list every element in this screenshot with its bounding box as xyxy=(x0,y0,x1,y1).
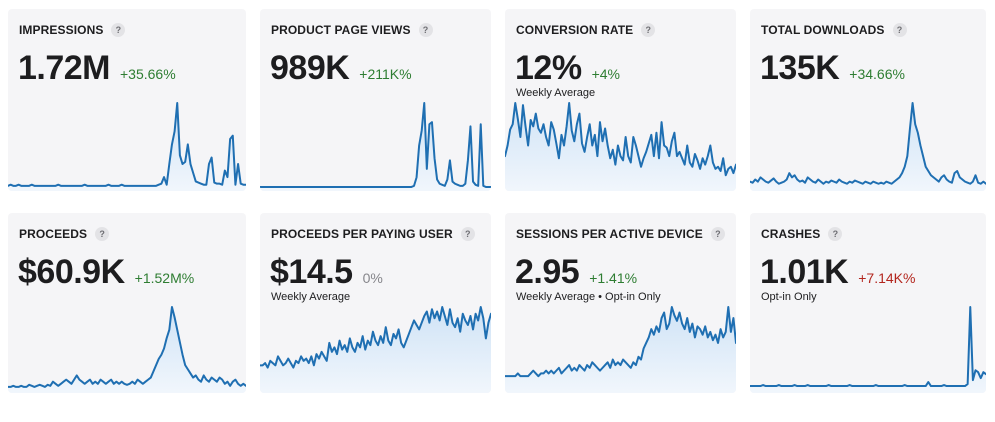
card-title: CRASHES ? xyxy=(761,227,843,241)
card-sessions-per-active-device[interactable]: SESSIONS PER ACTIVE DEVICE ? 2.95 +1.41%… xyxy=(505,213,736,393)
sparkline-area xyxy=(750,103,986,191)
sparkline-area xyxy=(750,307,986,393)
metric-subtitle: Opt-in Only xyxy=(761,291,817,303)
metric-delta: +35.66% xyxy=(120,66,176,82)
metric-value: $14.5 xyxy=(270,253,353,291)
card-crashes[interactable]: CRASHES ? 1.01K +7.14K% Opt-in Only xyxy=(750,213,986,393)
sparkline-line xyxy=(260,306,491,369)
metric-delta: +1.41% xyxy=(589,270,638,286)
card-title-text: CONVERSION RATE xyxy=(516,23,634,37)
metric-value: 989K xyxy=(270,49,350,87)
sparkline-line xyxy=(505,306,736,378)
card-title-text: SESSIONS PER ACTIVE DEVICE xyxy=(516,227,703,241)
card-title: TOTAL DOWNLOADS ? xyxy=(761,23,907,37)
metric-value: 135K xyxy=(760,49,840,87)
metric-row: 1.01K +7.14K% xyxy=(760,253,915,292)
card-proceeds-per-paying-user[interactable]: PROCEEDS PER PAYING USER ? $14.5 0% Week… xyxy=(260,213,491,393)
help-icon[interactable]: ? xyxy=(95,227,110,241)
metric-delta: 0% xyxy=(362,270,383,286)
metric-row: $14.5 0% xyxy=(270,253,383,292)
metric-value: $60.9K xyxy=(18,253,125,291)
card-total-downloads[interactable]: TOTAL DOWNLOADS ? 135K +34.66% xyxy=(750,9,986,191)
metric-row: 989K +211K% xyxy=(270,49,412,88)
card-title: SESSIONS PER ACTIVE DEVICE ? xyxy=(516,227,725,241)
sparkline-chart xyxy=(750,102,986,191)
sparkline-area xyxy=(8,103,246,191)
card-title-text: TOTAL DOWNLOADS xyxy=(761,23,885,37)
card-title: IMPRESSIONS ? xyxy=(19,23,126,37)
card-product-page-views[interactable]: PRODUCT PAGE VIEWS ? 989K +211K% xyxy=(260,9,491,191)
metric-subtitle: Weekly Average xyxy=(271,291,351,303)
metric-row: $60.9K +1.52M% xyxy=(18,253,194,292)
help-icon[interactable]: ? xyxy=(641,23,656,37)
metric-delta: +211K% xyxy=(359,66,412,82)
help-icon[interactable]: ? xyxy=(828,227,843,241)
help-icon[interactable]: ? xyxy=(418,23,433,37)
metric-value: 1.72M xyxy=(18,49,111,87)
sparkline-area xyxy=(8,307,246,393)
sparkline-chart xyxy=(505,102,736,191)
card-title: CONVERSION RATE ? xyxy=(516,23,656,37)
sparkline-chart xyxy=(260,102,491,191)
card-title: PRODUCT PAGE VIEWS ? xyxy=(271,23,433,37)
metric-subtitle: Weekly Average • Opt-in Only xyxy=(516,291,661,303)
metric-value: 2.95 xyxy=(515,253,580,291)
sparkline-line xyxy=(8,306,246,388)
sparkline-area xyxy=(260,103,491,191)
card-title-text: CRASHES xyxy=(761,227,821,241)
sparkline-line xyxy=(750,102,986,185)
sparkline-line xyxy=(750,306,986,388)
card-conversion-rate[interactable]: CONVERSION RATE ? 12% +4% Weekly Average xyxy=(505,9,736,191)
card-title: PROCEEDS PER PAYING USER ? xyxy=(271,227,475,241)
sparkline-line xyxy=(260,102,491,188)
metric-row: 1.72M +35.66% xyxy=(18,49,176,88)
metric-delta: +7.14K% xyxy=(858,270,916,286)
metric-value: 1.01K xyxy=(760,253,849,291)
sparkline-line xyxy=(8,102,246,187)
metric-row: 2.95 +1.41% xyxy=(515,253,637,292)
sparkline-line xyxy=(505,102,736,177)
card-proceeds[interactable]: PROCEEDS ? $60.9K +1.52M% xyxy=(8,213,246,393)
sparkline-chart xyxy=(505,306,736,393)
sparkline-area xyxy=(505,307,736,393)
card-title-text: PRODUCT PAGE VIEWS xyxy=(271,23,411,37)
help-icon[interactable]: ? xyxy=(460,227,475,241)
sparkline-chart xyxy=(750,306,986,393)
help-icon[interactable]: ? xyxy=(111,23,126,37)
help-icon[interactable]: ? xyxy=(892,23,907,37)
sparkline-chart xyxy=(8,306,246,393)
card-title-text: PROCEEDS xyxy=(19,227,88,241)
metric-row: 12% +4% xyxy=(515,49,620,88)
card-title-text: PROCEEDS PER PAYING USER xyxy=(271,227,453,241)
metric-delta: +1.52M% xyxy=(134,270,195,286)
metric-row: 135K +34.66% xyxy=(760,49,905,88)
help-icon[interactable]: ? xyxy=(710,227,725,241)
card-title: PROCEEDS ? xyxy=(19,227,110,241)
metric-delta: +34.66% xyxy=(849,66,905,82)
sparkline-area xyxy=(260,307,491,393)
metric-value: 12% xyxy=(515,49,582,87)
metric-delta: +4% xyxy=(591,66,620,82)
metric-subtitle: Weekly Average xyxy=(516,87,596,99)
sparkline-chart xyxy=(260,306,491,393)
sparkline-chart xyxy=(8,102,246,191)
sparkline-area xyxy=(505,103,736,191)
card-title-text: IMPRESSIONS xyxy=(19,23,104,37)
card-impressions[interactable]: IMPRESSIONS ? 1.72M +35.66% xyxy=(8,9,246,191)
